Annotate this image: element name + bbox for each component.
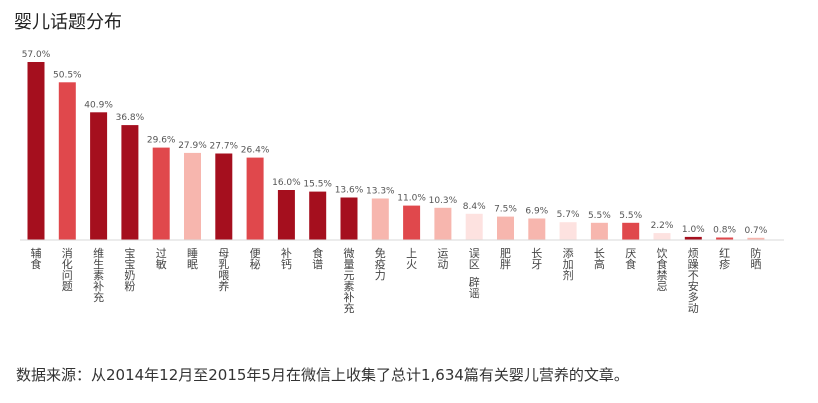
data-label-22: 0.8% [713, 226, 736, 236]
data-label-1: 50.5% [53, 70, 82, 80]
data-label-13: 10.3% [429, 196, 458, 206]
data-label-20: 2.2% [651, 221, 674, 231]
bars-layer [27, 62, 765, 240]
category-label-16: 长牙 [531, 247, 542, 271]
data-label-16: 6.9% [525, 207, 548, 217]
data-label-4: 29.6% [147, 136, 176, 146]
bar-2 [90, 112, 108, 240]
data-label-9: 15.5% [303, 180, 332, 190]
bar-6 [215, 153, 233, 240]
data-label-11: 13.3% [366, 187, 395, 197]
category-label-18: 长高 [594, 247, 605, 271]
data-label-14: 8.4% [463, 202, 486, 212]
bar-23 [747, 237, 765, 240]
data-label-21: 1.0% [682, 225, 705, 235]
data-label-7: 26.4% [241, 146, 270, 156]
category-label-6: 母乳喂养 [218, 247, 229, 293]
data-label-6: 27.7% [210, 142, 239, 152]
data-label-3: 36.8% [116, 113, 145, 123]
bar-13 [434, 207, 452, 240]
data-label-12: 11.0% [397, 194, 426, 204]
data-label-19: 5.5% [619, 211, 642, 221]
bar-0 [27, 62, 45, 240]
category-label-7: 便秘 [250, 247, 261, 271]
data-label-10: 13.6% [335, 186, 364, 196]
category-label-15: 肥胖 [500, 247, 511, 271]
bar-17 [559, 222, 577, 240]
category-label-8: 补钙 [281, 247, 292, 271]
data-label-18: 5.5% [588, 211, 611, 221]
bar-8 [277, 190, 295, 240]
category-label-21: 烦躁不安多动 [688, 247, 699, 315]
category-label-20: 饮食禁忌 [657, 247, 668, 293]
bar-12 [403, 205, 421, 240]
category-label-14: 误区 辟谣 [469, 247, 480, 300]
bar-11 [371, 198, 389, 240]
data-label-23: 0.7% [744, 226, 767, 236]
bar-7 [246, 157, 264, 240]
bar-22 [716, 237, 734, 240]
category-label-17: 添加剂 [563, 246, 574, 282]
bar-16 [528, 218, 546, 240]
data-label-15: 7.5% [494, 205, 517, 215]
bar-5 [184, 152, 201, 240]
bar-3 [121, 125, 139, 240]
category-label-23: 防晒 [750, 246, 761, 271]
bar-15 [497, 216, 514, 240]
data-label-17: 5.7% [557, 210, 580, 220]
bar-4 [152, 147, 170, 240]
bar-18 [590, 222, 608, 240]
category-label-0: 辅食 [31, 246, 42, 271]
category-label-3: 宝宝奶粉 [124, 246, 135, 293]
category-label-11: 免疫力 [375, 246, 386, 282]
data-label-0: 57.0% [22, 50, 51, 60]
category-label-19: 厌食 [625, 247, 636, 271]
category-label-13: 运动 [437, 247, 448, 271]
category-label-22: 红疹 [719, 247, 730, 271]
bar-20 [653, 233, 671, 240]
source-note: 数据来源：从2014年12月至2015年5月在微信上收集了总计1,634篇有关婴… [16, 366, 629, 384]
bar-10 [340, 197, 358, 240]
category-label-5: 睡眠 [187, 247, 198, 271]
category-label-2: 维生素补充 [93, 247, 104, 304]
category-label-12: 上火 [406, 247, 417, 271]
data-label-2: 40.9% [84, 100, 113, 110]
bar-21 [684, 236, 702, 240]
bar-9 [309, 191, 327, 240]
category-label-10: 微量元素补充 [344, 246, 355, 315]
chart-title: 婴儿话题分布 [14, 12, 122, 33]
category-label-9: 食谱 [312, 246, 323, 271]
category-label-1: 消化问题 [62, 246, 73, 293]
bar-1 [58, 82, 76, 240]
bar-19 [622, 222, 640, 240]
category-label-4: 过敏 [156, 247, 167, 271]
data-label-8: 16.0% [272, 178, 301, 188]
bar-14 [465, 213, 483, 240]
data-label-5: 27.9% [178, 141, 207, 151]
labels-layer: 57.0% 辅食 50.5% 消化问题 40.9% 维生素补充 36.8% 宝宝奶粉 29.6%… [22, 50, 768, 315]
